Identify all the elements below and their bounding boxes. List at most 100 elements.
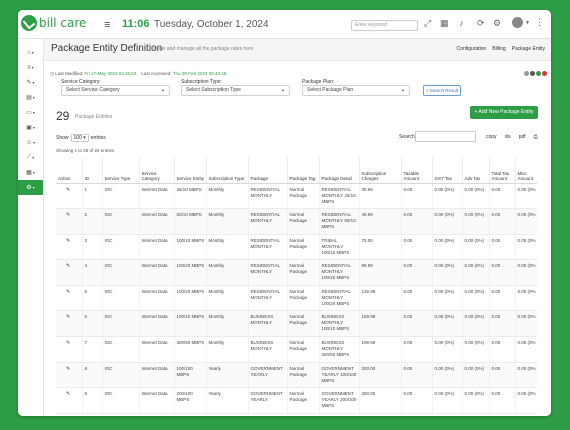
column-header[interactable]: Subscription Type: [206, 157, 249, 184]
sidebar-item-users[interactable]: ☺ ▾: [18, 135, 43, 150]
users-icon: ☺: [25, 139, 33, 146]
breadcrumb-package-entity[interactable]: Package Entity: [511, 46, 545, 52]
sidebar-item-tools[interactable]: ✎ ▾: [18, 75, 43, 90]
edit-icon[interactable]: ✎: [66, 340, 71, 347]
edit-icon[interactable]: ✎: [66, 288, 71, 295]
copy-button[interactable]: copy: [486, 134, 497, 140]
chevron-down-icon: ▾: [32, 155, 35, 160]
table-cell: 129.99: [359, 285, 402, 312]
modified-info: ◷ Last Modified: Fri 17-May-2024 03:25:5…: [50, 71, 547, 77]
sidebar-item-monitor[interactable]: ▭ ▾: [18, 105, 43, 120]
column-header[interactable]: Service Category: [139, 157, 175, 184]
table-cell: 50/10 MBPS: [174, 208, 207, 235]
search-input[interactable]: Enter keyword: [351, 20, 418, 31]
table-cell: Monthly: [206, 336, 249, 363]
service-category-select[interactable]: Select Service Category ▼: [61, 85, 170, 96]
sidebar-item-gear[interactable]: ⚙ ▾: [18, 180, 43, 195]
edit-icon[interactable]: ✎: [66, 365, 71, 372]
add-package-entity-button[interactable]: + Add New Package Entity: [470, 106, 538, 119]
sidebar: ⌂ ▾ ≡ ▾ ✎ ▾ ▤ ▾ ▭ ▾ ▣ ▾ ☺ ▾ ⟋ ▾ ▦ ▾ ⚙ ▾: [18, 39, 44, 416]
table-cell: Internet Data: [139, 285, 175, 312]
search-result-button[interactable]: ⌕ Search Result: [423, 85, 461, 96]
column-header[interactable]: Package Detail: [319, 157, 360, 184]
table-cell: Normal Package: [287, 336, 320, 363]
table-cell: 0.00 (0%): [462, 336, 490, 363]
refresh-icon[interactable]: ⟳: [477, 18, 485, 28]
chevron-down-icon[interactable]: ▼: [525, 20, 530, 26]
window-controls: [524, 71, 547, 76]
column-header[interactable]: Adv Tax: [462, 157, 490, 184]
column-header[interactable]: Misc Amount: [515, 157, 537, 184]
table-cell: Normal Package: [287, 387, 320, 414]
table-cell: 100/10 MBPS: [174, 234, 207, 261]
fullscreen-icon[interactable]: ⤢: [424, 18, 432, 28]
sidebar-item-list[interactable]: ≡ ▾: [18, 60, 43, 75]
avatar[interactable]: [512, 17, 523, 28]
table-cell: 0.00: [401, 310, 433, 338]
pdf-button[interactable]: pdf: [518, 134, 526, 140]
table-cell: 7: [82, 336, 103, 363]
table-cell: 0.00 (0%): [432, 285, 463, 312]
bell-icon[interactable]: ♪: [459, 18, 464, 28]
box-icon: ▦: [26, 170, 32, 176]
edit-icon[interactable]: ✎: [66, 212, 71, 219]
column-header[interactable]: Service Type: [102, 157, 140, 184]
edit-icon[interactable]: ✎: [66, 237, 71, 244]
table-cell: Normal Package: [287, 208, 320, 235]
table-cell: Normal Package: [287, 259, 320, 286]
table-cell: 0.00 (0%: [515, 208, 537, 235]
xls-button[interactable]: xls: [504, 134, 511, 140]
column-header[interactable]: ID: [82, 157, 103, 184]
column-header[interactable]: Total Tax Amount: [489, 157, 516, 184]
column-header[interactable]: Subscription Charges: [359, 157, 402, 184]
settings-icon[interactable]: ⚙: [493, 18, 502, 28]
sidebar-item-chart[interactable]: ⟋ ▾: [18, 150, 43, 165]
info-icon[interactable]: [524, 71, 529, 76]
chevron-down-icon: ▼: [161, 88, 165, 93]
sidebar-item-box[interactable]: ▦ ▾: [18, 165, 43, 180]
close-icon[interactable]: [542, 71, 547, 76]
sidebar-item-folder[interactable]: ▣ ▾: [18, 120, 43, 135]
page-size-select[interactable]: 100 ▾: [70, 134, 89, 142]
breadcrumb-billing[interactable]: Billing: [492, 46, 506, 52]
logo[interactable]: bill care: [21, 15, 86, 31]
column-header[interactable]: GST Tax: [432, 157, 463, 184]
edit-icon[interactable]: ✎: [66, 391, 71, 398]
grid-icon[interactable]: ▦: [440, 18, 449, 28]
table-search-input[interactable]: [415, 131, 476, 142]
page-size-value: 100: [73, 135, 82, 141]
export-buttons: copy xls pdf ⎙: [483, 133, 541, 141]
chevron-down-icon: ▾: [32, 80, 35, 85]
table-cell: Normal Package: [287, 183, 320, 210]
print-icon[interactable]: ⎙: [533, 134, 538, 140]
sidebar-item-document[interactable]: ▤ ▾: [18, 90, 43, 105]
service-category-value: Select Service Category: [66, 87, 120, 93]
menu-icon[interactable]: ≡: [104, 19, 111, 31]
settings-icon[interactable]: [530, 71, 535, 76]
entity-count-label: Package Entities: [75, 114, 113, 120]
column-header[interactable]: Package: [248, 157, 288, 184]
column-header[interactable]: Package Tag: [287, 157, 320, 184]
edit-icon[interactable]: ✎: [66, 263, 71, 270]
package-plan-select[interactable]: Select Package Plan ▼: [302, 85, 410, 96]
table-cell: 100/20 MBPS: [174, 259, 207, 286]
table-cell: RESIDENTIAL MONTHLY 100/20 MBPS: [319, 259, 360, 286]
table-cell: TRIBAL MONTHLY 100/10 MBPS: [319, 234, 360, 261]
subscription-type-label: Subscription Type:: [181, 79, 223, 85]
column-header[interactable]: Service Entity: [174, 157, 207, 184]
table-cell: 0.00 (0%): [432, 208, 463, 235]
column-header[interactable]: Action: [56, 157, 83, 184]
edit-icon[interactable]: ✎: [66, 314, 71, 321]
subscription-type-select[interactable]: Select Subscription Type ▼: [181, 85, 290, 96]
entries-label: entries: [90, 135, 106, 141]
table-cell: 75.00: [359, 234, 402, 261]
table-cell: 159.99: [359, 310, 402, 338]
table-cell: BUSINESS MONTHLY 300/50 MBPS: [319, 336, 360, 363]
sidebar-item-home[interactable]: ⌂ ▾: [18, 45, 43, 60]
show-label: Show: [56, 135, 69, 141]
edit-icon[interactable]: ✎: [66, 186, 71, 193]
breadcrumb-configuration[interactable]: Configuration: [456, 46, 487, 52]
more-icon[interactable]: ⋮: [535, 17, 544, 27]
expand-icon[interactable]: [536, 71, 541, 76]
column-header[interactable]: Taxable Amount: [401, 157, 433, 184]
